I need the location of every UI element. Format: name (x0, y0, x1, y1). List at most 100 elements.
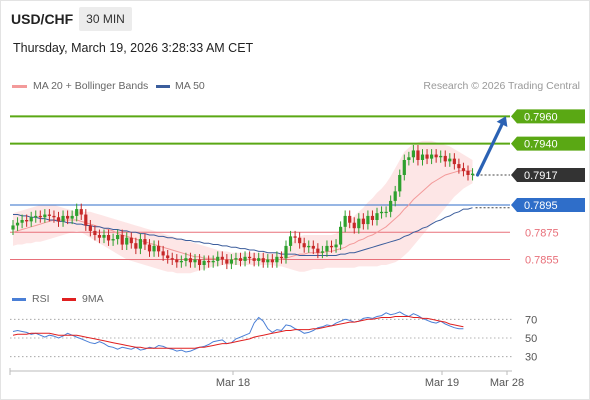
candle-body (52, 215, 56, 218)
candle-body (298, 237, 302, 244)
candle-body (352, 222, 356, 229)
candle-body (393, 191, 397, 201)
candle-body (248, 256, 252, 259)
candle-body (439, 155, 443, 158)
candle-body (56, 217, 61, 222)
candle-body (448, 158, 452, 162)
level-tag-pivot (511, 198, 585, 212)
candle-body (47, 214, 51, 216)
x-axis-tick-label: Mar 18 (216, 377, 250, 389)
candle-body (320, 251, 324, 253)
candle-body (211, 260, 215, 263)
candle-body (398, 175, 402, 192)
candle-body (311, 245, 315, 249)
candle-body (366, 215, 370, 225)
candle-body (252, 258, 256, 261)
rsi-ma-legend-label: 9MA (82, 293, 104, 305)
rsi-tick-label: 30 (525, 352, 537, 364)
candle-body (466, 170, 470, 175)
candle-body (25, 220, 29, 222)
candle-body (15, 222, 20, 226)
candle-body (161, 251, 165, 256)
candle-body (334, 244, 338, 248)
candle-body (188, 258, 193, 263)
candle-body (157, 245, 161, 252)
ma50-legend-swatch (156, 85, 170, 88)
level-label-current: 0.7917 (524, 170, 558, 182)
candle-body (293, 236, 297, 238)
report-datetime: Thursday, March 19, 2026 3:28:33 AM CET (13, 41, 254, 55)
candle-body (197, 259, 202, 265)
candle-body (389, 200, 393, 212)
candle-body (302, 243, 306, 248)
candle-body (234, 258, 238, 260)
candle-body (339, 226, 343, 245)
candle-body (229, 259, 233, 264)
rsi-ma-legend-swatch (62, 298, 76, 301)
candle-body (284, 245, 288, 259)
candle-body (111, 239, 115, 241)
candle-body (452, 158, 456, 165)
candle-body (379, 211, 384, 214)
candle-body (470, 173, 475, 175)
candle-body (343, 215, 347, 227)
candle-body (125, 237, 129, 245)
level-label-support: 0.7855 (525, 255, 559, 267)
candle-body (238, 258, 243, 261)
candle-body (147, 244, 152, 252)
candle-body (75, 209, 79, 216)
candle-body (361, 218, 365, 225)
candle-body (43, 214, 47, 218)
candle-body (316, 248, 320, 253)
instrument-title: USD/CHF (11, 11, 74, 27)
candle-body (266, 259, 270, 263)
candle-body (216, 256, 220, 261)
candle-body (120, 235, 124, 245)
candle-body (425, 154, 429, 159)
candle-body (220, 256, 224, 260)
candle-body (116, 235, 120, 240)
rsi-legend-swatch (12, 298, 26, 301)
candle-body (129, 237, 133, 244)
candle-body (175, 259, 179, 263)
candle-body (279, 256, 284, 259)
ma50-legend-label: MA 50 (175, 80, 205, 92)
rsi-tick-label: 50 (525, 333, 537, 345)
candle-body (430, 154, 434, 159)
candle-body (61, 215, 65, 222)
rsi-ma-line (12, 316, 464, 349)
candle-body (225, 259, 229, 264)
ma20-legend-label: MA 20 + Bollinger Bands (33, 80, 149, 92)
candle-body (329, 245, 334, 248)
candle-body (325, 245, 329, 252)
candle-body (357, 218, 361, 229)
candle-body (443, 155, 447, 162)
candle-body (261, 258, 265, 263)
projection-arrow-head (496, 116, 508, 127)
x-axis-tick-label: Mar 28 (490, 377, 524, 389)
candle-body (93, 230, 97, 235)
candle-body (375, 213, 379, 220)
rsi-line (12, 311, 464, 353)
candle-body (207, 260, 211, 263)
candle-body (420, 154, 425, 160)
ma20-legend-swatch (12, 85, 27, 88)
x-axis-tick-label: Mar 19 (425, 377, 459, 389)
candle-body (20, 220, 24, 223)
candle-body (307, 245, 311, 248)
candle-body (29, 217, 33, 222)
candle-body (288, 236, 293, 246)
candle-body (102, 235, 106, 238)
candle-body (461, 168, 466, 171)
level-label-resistance: 0.7960 (524, 111, 558, 123)
candle-body (84, 214, 88, 226)
timeframe-button[interactable]: 30 MIN (79, 7, 132, 31)
projection-arrow-shaft (475, 122, 504, 177)
candle-body (138, 239, 142, 249)
candle-body (179, 260, 183, 263)
candle-body (348, 215, 352, 223)
candle-body (170, 258, 174, 260)
credit-text: Research © 2026 Trading Central (423, 80, 580, 92)
candle-body (11, 225, 15, 230)
